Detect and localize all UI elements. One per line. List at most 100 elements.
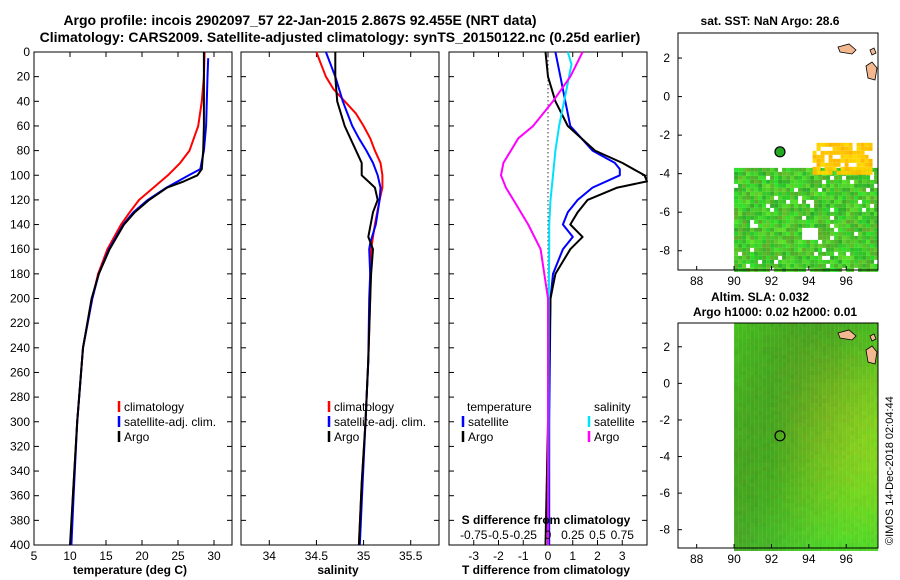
sst-cell xyxy=(762,223,767,228)
sst-cell xyxy=(734,195,739,200)
sst-warm-cell xyxy=(852,150,857,155)
sla-cell xyxy=(810,431,815,435)
sla-cell xyxy=(866,415,871,419)
sst-cell xyxy=(758,239,763,244)
sla-cell xyxy=(798,323,803,327)
sla-cell xyxy=(794,371,799,375)
sla-cell xyxy=(782,399,787,403)
sla-cell xyxy=(818,527,823,531)
sla-cell xyxy=(838,387,843,391)
sla-cell xyxy=(762,511,767,515)
sst-cell xyxy=(754,259,759,264)
sla-cell xyxy=(830,423,835,427)
sla-cell xyxy=(750,367,755,371)
sst-cell xyxy=(778,187,783,192)
sla-cell xyxy=(778,363,783,367)
sla-cell xyxy=(866,495,871,499)
sla-cell xyxy=(830,495,835,499)
sst-cell xyxy=(822,219,827,224)
sst-cell xyxy=(818,179,823,184)
sla-cell xyxy=(874,547,879,551)
sst-cell xyxy=(746,191,751,196)
sla-cell xyxy=(766,423,771,427)
sla-cell xyxy=(858,443,863,447)
sla-cell xyxy=(834,519,839,523)
sla-cell xyxy=(746,511,751,515)
sla-cell xyxy=(786,383,791,387)
sla-cell xyxy=(854,431,859,435)
sla-cell xyxy=(846,395,851,399)
sla-cell xyxy=(790,451,795,455)
sst-cell xyxy=(850,175,855,180)
sla-cell xyxy=(766,435,771,439)
sla-cell xyxy=(854,339,859,343)
sla-cell xyxy=(830,451,835,455)
sst-cell xyxy=(762,195,767,200)
sst-cell xyxy=(778,199,783,204)
sla-cell xyxy=(790,427,795,431)
sst-cell xyxy=(870,223,875,228)
sst-cell xyxy=(806,255,811,260)
sla-cell xyxy=(814,455,819,459)
sst-warm-cell xyxy=(852,170,857,175)
sla-cell xyxy=(758,427,763,431)
sla-cell xyxy=(778,467,783,471)
sla-cell xyxy=(810,411,815,415)
sst-cell xyxy=(754,227,759,232)
sla-cell xyxy=(806,527,811,531)
sla-cell xyxy=(830,535,835,539)
sst-cell xyxy=(762,171,767,176)
sla-cell xyxy=(830,475,835,479)
sst-cell xyxy=(758,179,763,184)
sst-cell xyxy=(790,223,795,228)
sla-cell xyxy=(834,539,839,543)
sla-cell xyxy=(778,395,783,399)
sla-cell xyxy=(874,367,879,371)
sla-cell xyxy=(738,483,743,487)
sla-cell xyxy=(806,455,811,459)
sst-cell xyxy=(754,243,759,248)
map-y-tick-label: -8 xyxy=(659,244,670,258)
sla-cell xyxy=(870,379,875,383)
sla-cell xyxy=(830,427,835,431)
sla-cell xyxy=(770,507,775,511)
sla-cell xyxy=(834,323,839,327)
sla-cell xyxy=(774,359,779,363)
sst-cell xyxy=(802,259,807,264)
sla-cell xyxy=(762,407,767,411)
sla-cell xyxy=(806,539,811,543)
sla-cell xyxy=(758,359,763,363)
sla-cell xyxy=(802,499,807,503)
sla-cell xyxy=(870,363,875,367)
sla-cell xyxy=(818,383,823,387)
sst-warm-cell xyxy=(832,158,837,163)
sla-cell xyxy=(822,535,827,539)
sla-cell xyxy=(838,379,843,383)
sla-cell xyxy=(862,503,867,507)
sla-cell xyxy=(810,347,815,351)
sla-cell xyxy=(850,443,855,447)
sst-cell xyxy=(778,259,783,264)
sla-cell xyxy=(762,479,767,483)
sla-cell xyxy=(822,543,827,547)
sla-cell xyxy=(814,479,819,483)
sla-cell xyxy=(806,343,811,347)
sst-cell xyxy=(742,175,747,180)
sla-cell xyxy=(774,463,779,467)
sst-cell xyxy=(846,255,851,260)
sst-cell xyxy=(762,207,767,212)
sla-cell xyxy=(746,535,751,539)
sla-cell xyxy=(758,515,763,519)
x-tick-label: 34.5 xyxy=(305,549,329,563)
sla-cell xyxy=(790,515,795,519)
sla-cell xyxy=(822,367,827,371)
sla-cell xyxy=(874,363,879,367)
sst-cell xyxy=(862,195,867,200)
sla-cell xyxy=(802,367,807,371)
sla-cell xyxy=(822,451,827,455)
sla-cell xyxy=(746,375,751,379)
sla-cell xyxy=(778,375,783,379)
sla-cell xyxy=(770,543,775,547)
sla-cell xyxy=(782,491,787,495)
sla-cell xyxy=(866,443,871,447)
